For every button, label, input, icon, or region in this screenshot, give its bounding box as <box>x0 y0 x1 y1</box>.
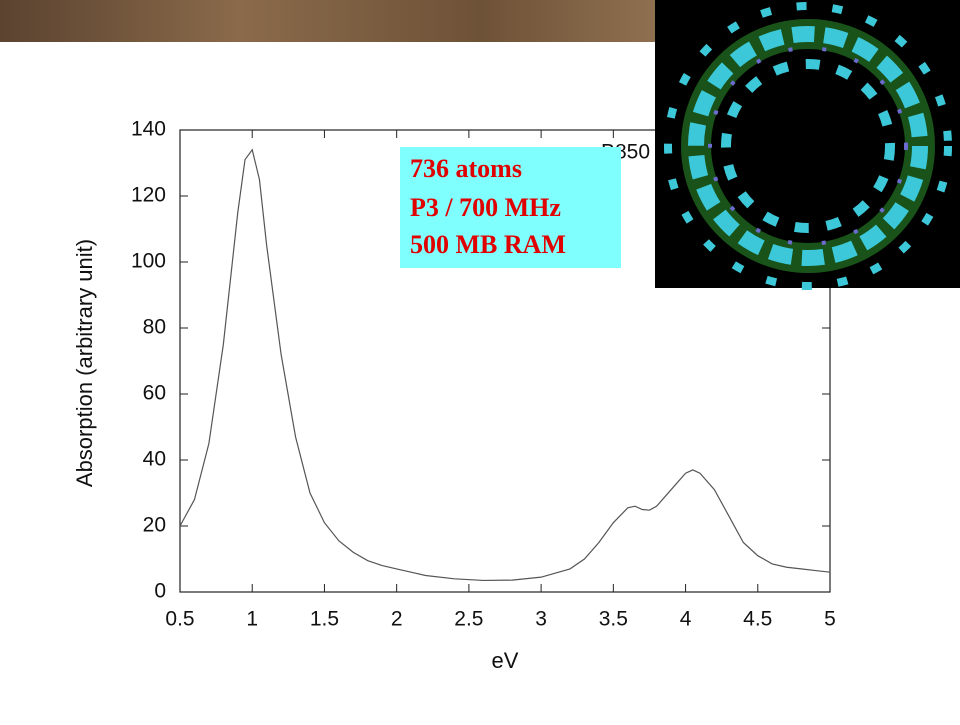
y-tick-label: 60 <box>143 382 166 405</box>
x-tick-label: 2.5 <box>454 608 483 631</box>
y-axis-title: Absorption (arbitrary unit) <box>72 239 97 487</box>
y-tick-label: 140 <box>131 118 166 141</box>
note-line: 500 MB RAM <box>410 230 566 259</box>
y-tick-label: 40 <box>143 448 166 471</box>
x-tick-label: 0.5 <box>165 608 194 631</box>
x-tick-label: 4 <box>680 608 692 631</box>
x-tick-label: 2 <box>391 608 403 631</box>
note-box: 736 atoms P3 / 700 MHz 500 MB RAM <box>400 147 621 268</box>
plot-frame <box>179 129 831 593</box>
molecule-image <box>655 0 960 290</box>
x-tick-label: 5 <box>824 608 836 631</box>
y-tick-label: 0 <box>154 580 166 603</box>
x-tick-label: 1 <box>246 608 258 631</box>
y-tick-label: 120 <box>131 184 166 207</box>
x-tick-label: 3.5 <box>599 608 628 631</box>
x-tick-label: 4.5 <box>743 608 772 631</box>
y-tick-label: 80 <box>143 316 166 339</box>
x-tick-label: 1.5 <box>310 608 339 631</box>
plot: 0 20 40 60 80 100 120 140 0.5 1 1.5 2 2.5 3 3.5 4 4.5 5 eV… <box>72 118 836 673</box>
x-tick-label: 3 <box>535 608 547 631</box>
x-axis-title: eV <box>492 648 519 673</box>
y-tick-label: 100 <box>131 250 166 273</box>
y-tick-label: 20 <box>143 514 166 537</box>
note-line: P3 / 700 MHz <box>410 193 561 222</box>
note-line: 736 atoms <box>410 154 522 183</box>
data-line <box>179 148 831 582</box>
